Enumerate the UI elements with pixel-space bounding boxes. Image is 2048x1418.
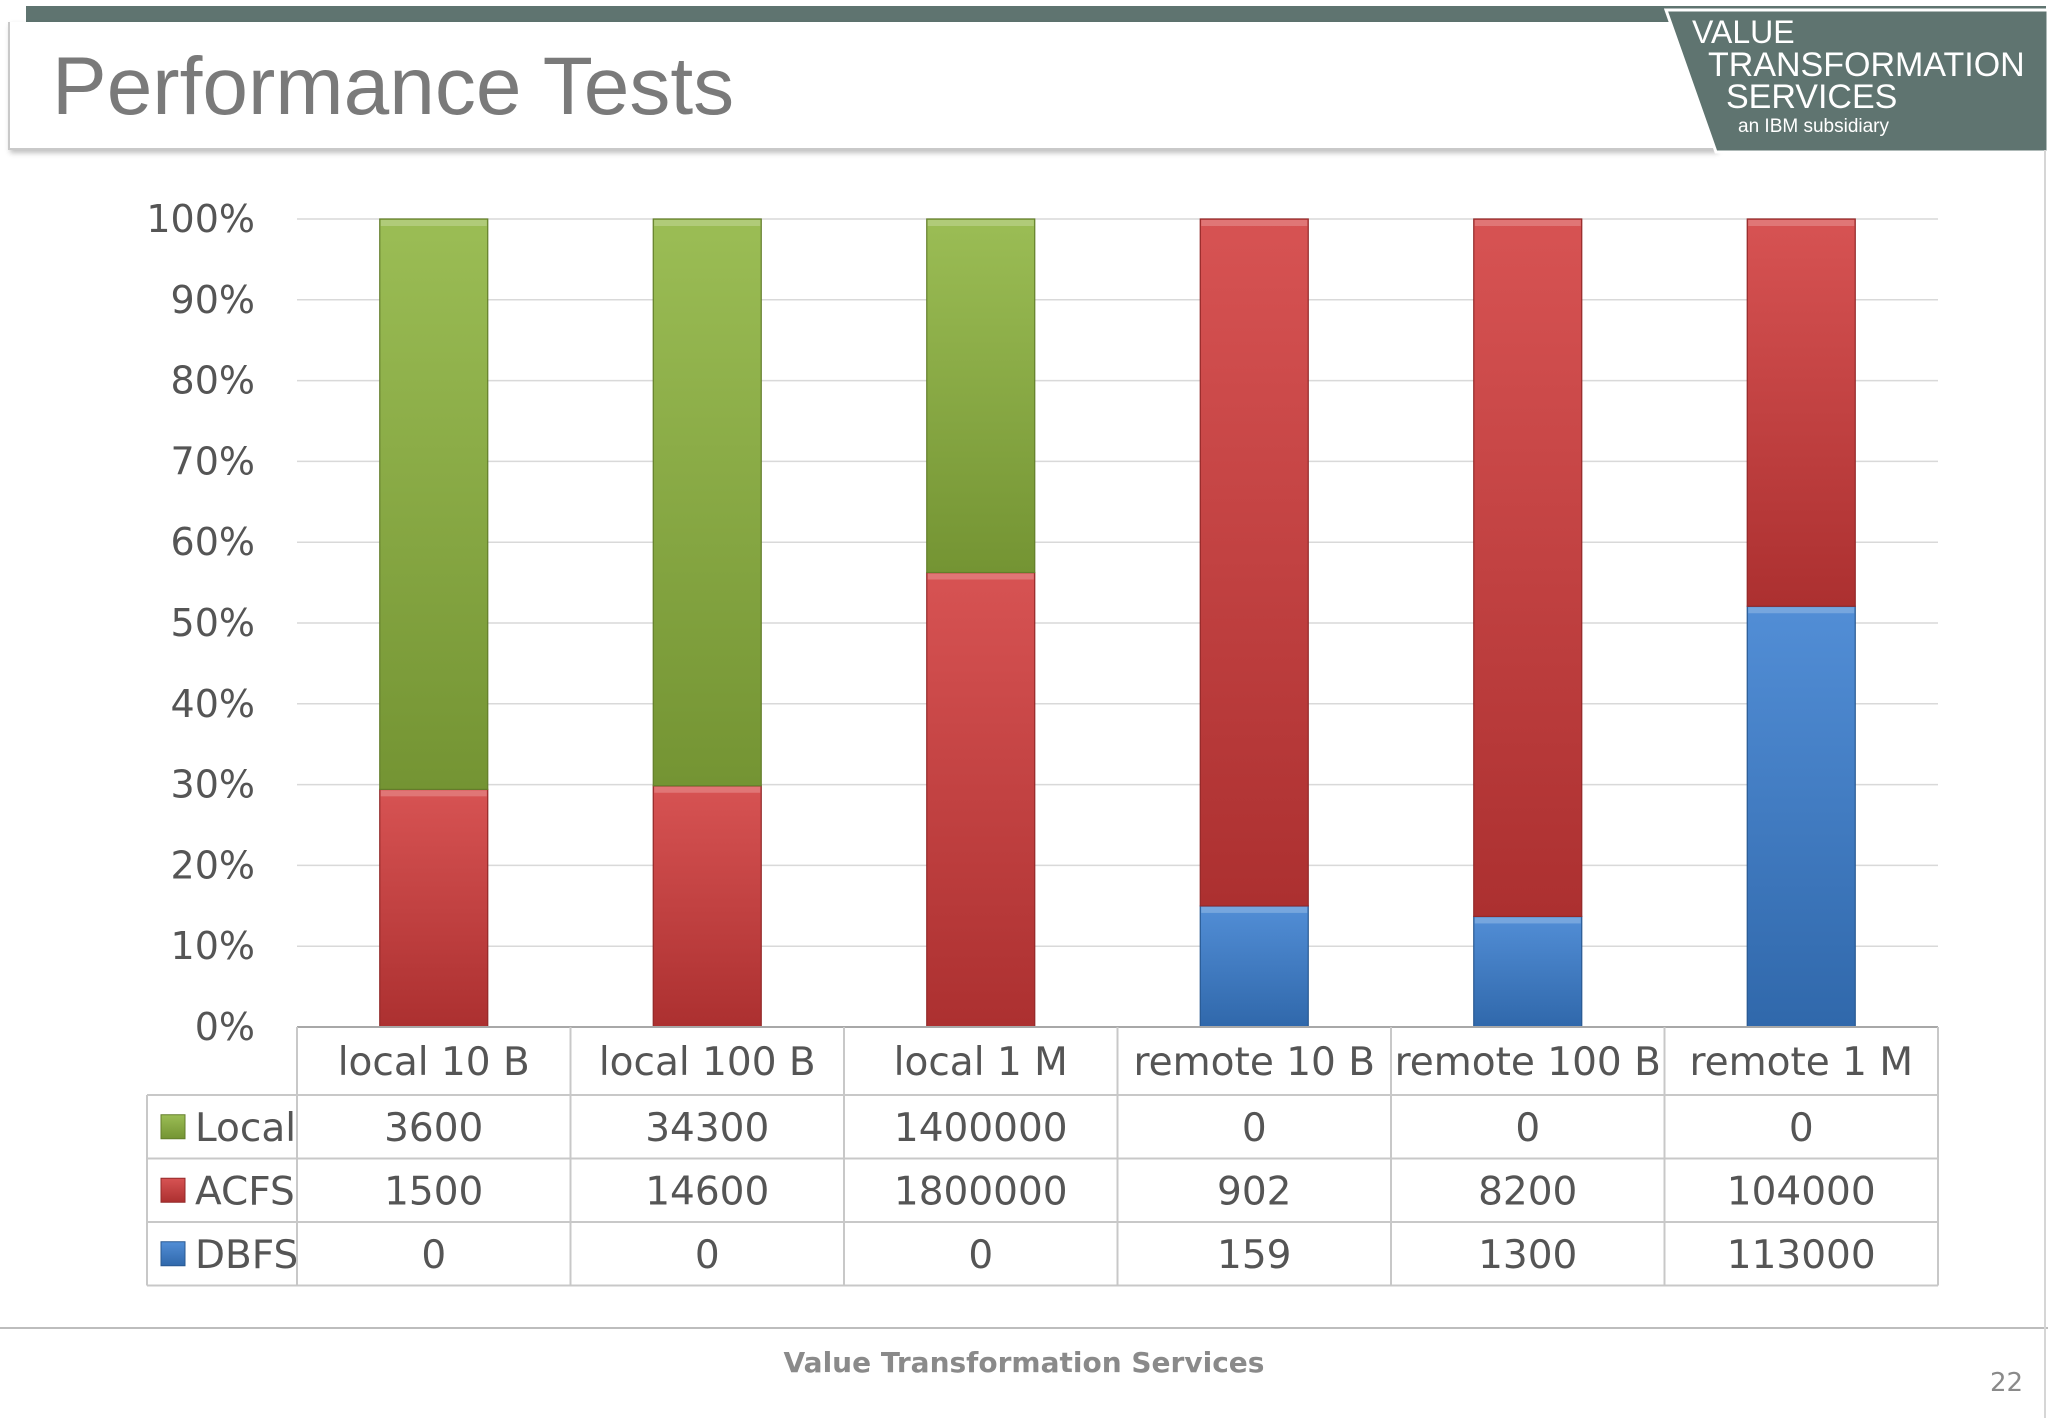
table-cell-value: 113000 [1727, 1233, 1876, 1278]
y-tick-label: 20% [171, 843, 255, 887]
company-logo: VALUE TRANSFORMATION SERVICES an IBM sub… [1660, 6, 2048, 156]
y-tick-label: 100% [146, 197, 255, 241]
table-cell-value: 902 [1217, 1169, 1291, 1214]
y-tick-label: 40% [171, 682, 255, 726]
logo-background [1663, 8, 2048, 154]
y-tick-label: 70% [171, 439, 255, 483]
category-label: remote 100 B [1395, 1040, 1661, 1085]
table-cell-value: 0 [1515, 1106, 1540, 1151]
logo-tagline: an IBM subsidiary [1738, 116, 1890, 137]
bar-segment-dbfs [1199, 905, 1309, 1028]
category-label: local 100 B [599, 1040, 816, 1085]
bar-segment-acfs [652, 785, 762, 1028]
bar-segment-highlight [1748, 607, 1855, 614]
bar-segment-highlight [380, 220, 487, 226]
y-tick-label: 0% [195, 1005, 255, 1049]
bar-stack [1746, 218, 1856, 1028]
bar-segment-acfs [1199, 218, 1309, 907]
bar-segment-highlight [927, 573, 1034, 580]
bar-stack [652, 218, 762, 1028]
header-top-bar [26, 6, 2046, 26]
y-tick-label: 50% [171, 601, 255, 645]
y-tick-label: 80% [171, 359, 255, 403]
footer-text: Value Transformation Services [783, 1346, 1265, 1379]
category-label: remote 10 B [1134, 1040, 1375, 1085]
table-cell-value: 0 [695, 1233, 720, 1278]
table-cell-value: 1500 [384, 1169, 483, 1214]
bar-segment-highlight [1201, 220, 1308, 226]
legend-key-dbfs [160, 1241, 186, 1267]
bar-segment-highlight [380, 790, 487, 797]
page-title: Performance Tests [52, 41, 735, 132]
bar-stack [1199, 218, 1309, 1028]
bar-segment-highlight [1474, 220, 1581, 226]
table-cell-value: 0 [1789, 1106, 1814, 1151]
bar-segment-acfs [1473, 218, 1583, 918]
bar-stack [379, 218, 489, 1028]
legend-label: DBFS [195, 1233, 298, 1278]
bar-segment-highlight [1748, 220, 1855, 226]
table-cell-value: 104000 [1727, 1169, 1876, 1214]
table-cell-value: 1400000 [894, 1106, 1068, 1151]
bar-segment-acfs [926, 571, 1036, 1028]
table-cell-value: 14600 [645, 1169, 769, 1214]
page-number: 22 [1990, 1368, 2024, 1398]
bar-segment-acfs [1746, 218, 1856, 607]
title-banner [8, 22, 1716, 150]
bar-segment-local [379, 218, 489, 790]
category-label: local 10 B [338, 1040, 530, 1085]
logo-line-1: VALUE [1692, 14, 1795, 50]
footer-divider [0, 1327, 2048, 1329]
legend-key-local [160, 1114, 186, 1140]
table-cell-value: 1800000 [894, 1169, 1068, 1214]
legend-label: ACFS [195, 1169, 295, 1214]
logo-line-3: SERVICES [1726, 78, 1898, 116]
logo-line-2: TRANSFORMATION [1708, 46, 2025, 84]
bar-segment-dbfs [1746, 605, 1856, 1028]
table-cell-value: 0 [1242, 1106, 1267, 1151]
bar-segment-local [926, 218, 1036, 574]
category-label: remote 1 M [1689, 1040, 1913, 1085]
y-tick-label: 30% [171, 763, 255, 807]
category-label: local 1 M [894, 1040, 1068, 1085]
bar-stacks [379, 218, 1856, 1028]
bar-stack [1473, 218, 1583, 1028]
y-tick-label: 90% [171, 278, 255, 322]
y-axis-tick-labels: 0% 10% 20% 30% 40% 50% 60% 70% 80% 90% 100% [146, 197, 255, 1049]
y-tick-label: 60% [171, 520, 255, 564]
gridlines [297, 218, 1938, 1028]
table-cell-value: 8200 [1478, 1169, 1577, 1214]
slide-edge [2044, 150, 2046, 1418]
bar-segment-highlight [654, 786, 761, 793]
bar-segment-highlight [1474, 917, 1581, 924]
bar-stack [926, 218, 1036, 1028]
bar-segment-local [652, 218, 762, 787]
legend-key-acfs [160, 1177, 186, 1203]
legend-label: Local [195, 1106, 296, 1151]
data-table: local 10 B local 100 B local 1 M remote 10 … [146, 1026, 1939, 1287]
table-cell-value: 0 [968, 1233, 993, 1278]
bar-segment-highlight [1201, 906, 1308, 913]
bar-segment-highlight [927, 220, 1034, 226]
bar-segment-highlight [654, 220, 761, 226]
y-tick-label: 10% [171, 924, 255, 968]
table-cell-value: 34300 [645, 1106, 769, 1151]
table-cell-value: 1300 [1478, 1233, 1577, 1278]
table-cell-value: 159 [1217, 1233, 1291, 1278]
table-cell-value: 3600 [384, 1106, 483, 1151]
bar-segment-dbfs [1473, 915, 1583, 1028]
table-cell-value: 0 [421, 1233, 446, 1278]
bar-segment-acfs [379, 788, 489, 1028]
